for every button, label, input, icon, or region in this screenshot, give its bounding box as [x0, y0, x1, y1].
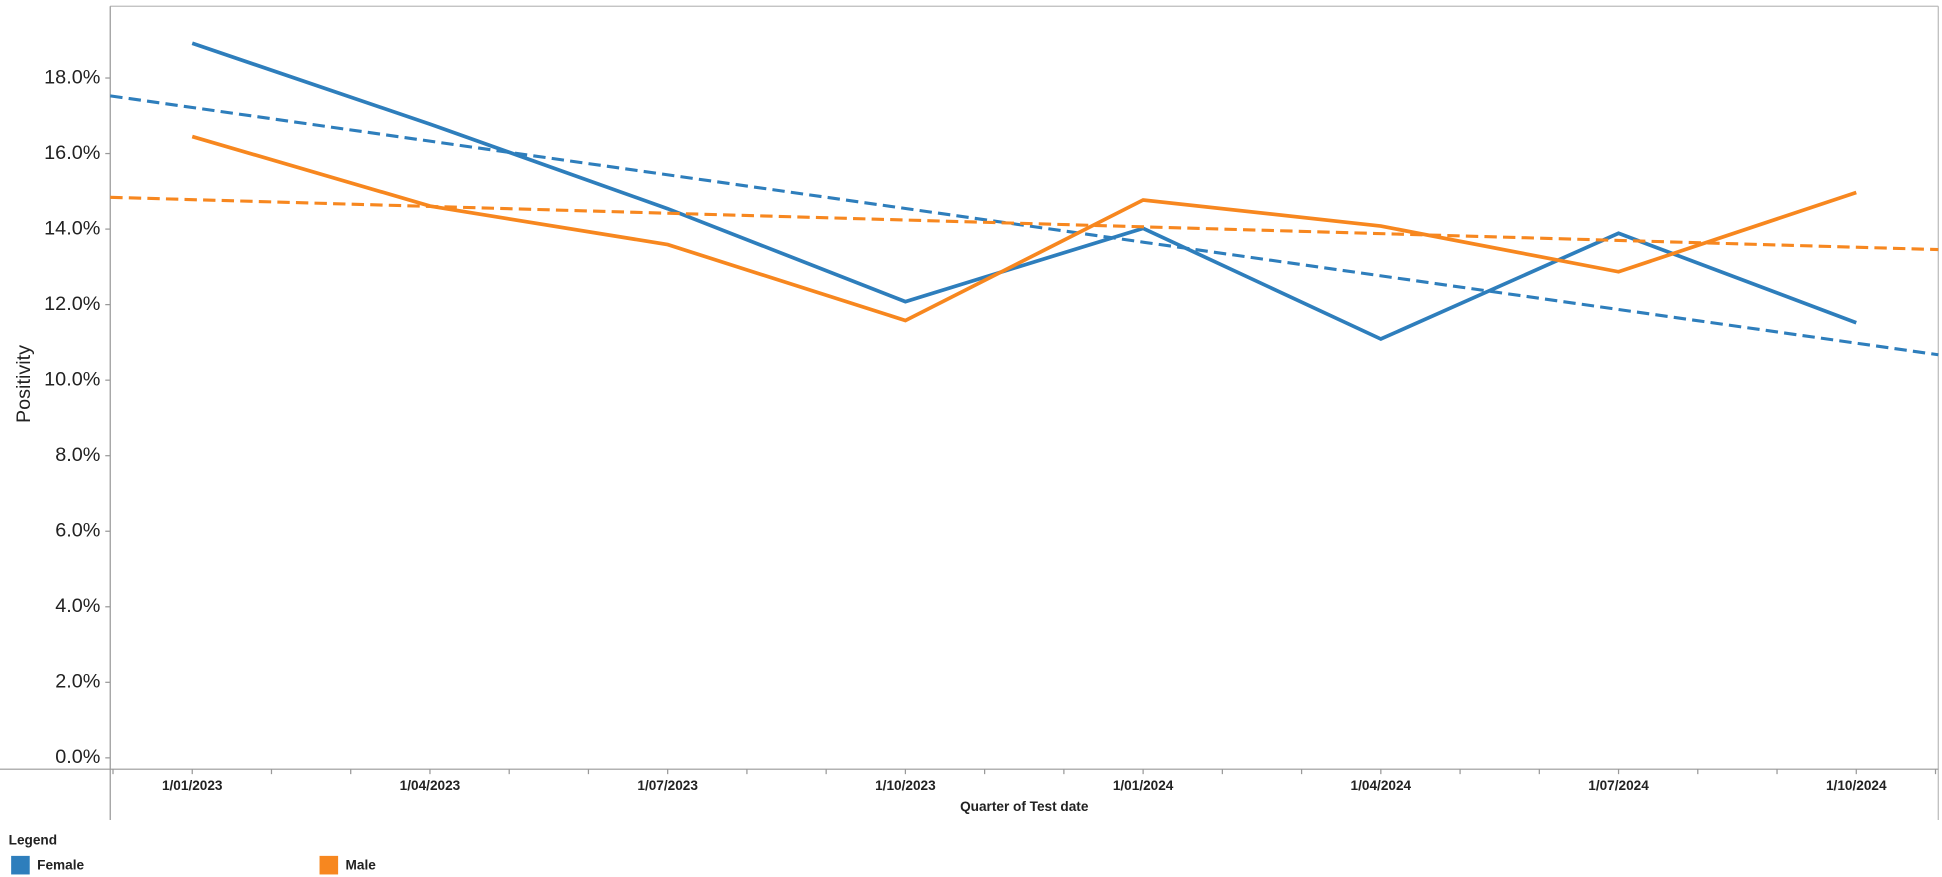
x-tick-label: 1/01/2024 — [1113, 778, 1174, 793]
x-tick-label: 1/10/2023 — [875, 778, 936, 793]
legend-swatch — [319, 855, 339, 875]
y-axis-title: Positivity — [13, 345, 35, 423]
x-tick-label: 1/10/2024 — [1826, 778, 1887, 793]
legend-label: Male — [346, 857, 377, 872]
y-tick-label: 14.0% — [44, 217, 100, 239]
y-tick-label: 4.0% — [55, 595, 100, 617]
y-tick-label: 12.0% — [44, 293, 100, 315]
y-tick-label: 0.0% — [55, 746, 100, 768]
x-tick-label: 1/01/2023 — [162, 778, 223, 793]
y-tick-label: 2.0% — [55, 671, 100, 693]
y-tick-label: 6.0% — [55, 519, 100, 541]
legend-swatch — [11, 855, 30, 875]
y-tick-label: 18.0% — [44, 66, 100, 88]
y-tick-label: 10.0% — [44, 368, 100, 390]
trend-line — [110, 195, 1939, 252]
series-line — [191, 41, 1857, 342]
x-tick-label: 1/04/2023 — [400, 778, 461, 793]
y-tick-label: 8.0% — [55, 444, 100, 466]
legend-label: Female — [37, 857, 84, 872]
x-tick-label: 1/07/2024 — [1588, 778, 1649, 793]
trend-line — [110, 94, 1939, 357]
legend-title: Legend — [9, 833, 57, 848]
x-tick-label: 1/04/2024 — [1351, 778, 1412, 793]
x-axis-title: Quarter of Test date — [960, 799, 1089, 814]
series-line — [191, 134, 1857, 323]
x-tick-label: 1/07/2023 — [637, 778, 698, 793]
y-tick-label: 16.0% — [44, 142, 100, 164]
